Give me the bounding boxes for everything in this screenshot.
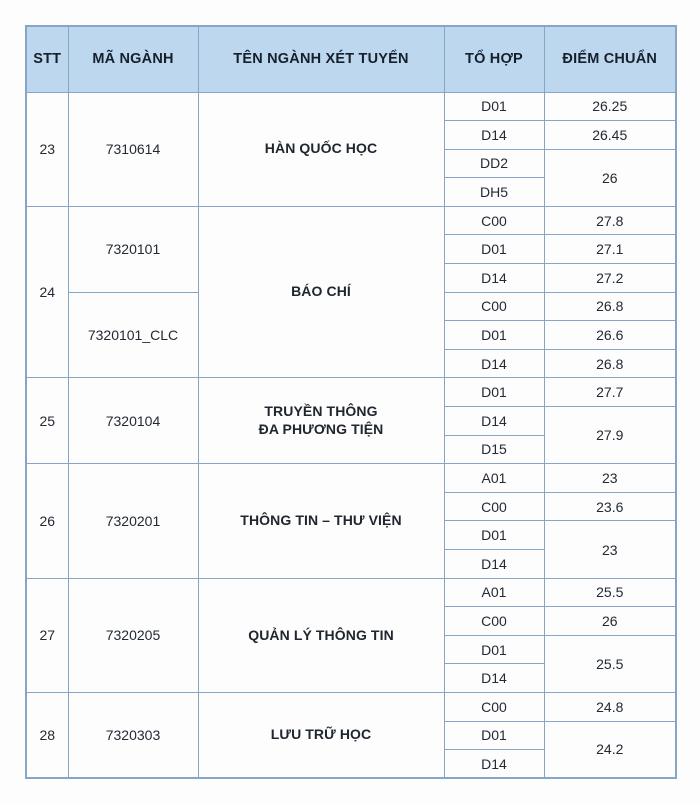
score-cell: 27.8 bbox=[543, 205, 677, 236]
stt-cell: 25 bbox=[25, 377, 69, 465]
table-row: DH5 bbox=[26, 177, 676, 207]
score-cell: 27.1 bbox=[543, 234, 677, 265]
combo-cell: D01 bbox=[443, 720, 545, 751]
table-row: 24 7320101 BÁO CHÍ C00 27.8 bbox=[25, 205, 677, 379]
combo-cell: C00 bbox=[443, 606, 545, 636]
table-row: C00 26 bbox=[26, 606, 677, 636]
major-name-cell: BÁO CHÍ bbox=[197, 205, 445, 379]
table-row: 7320101_CLC C00 26.8 bbox=[26, 291, 677, 379]
table-row: 23 7310614 HÀN QUỐC HỌC D01 26.25 bbox=[25, 91, 677, 207]
table-row: D14 bbox=[26, 549, 676, 579]
major-name-cell: TRUYỀN THÔNG ĐA PHƯƠNG TIỆN bbox=[197, 377, 445, 465]
table-row: D01 26.6 bbox=[26, 320, 677, 350]
stt-cell: 24 bbox=[25, 205, 69, 379]
table-row: D01 25.5 bbox=[26, 634, 677, 693]
combo-cell: D01 bbox=[443, 520, 545, 550]
major-code-cell: 7320303 bbox=[67, 691, 199, 779]
combo-cell: C00 bbox=[443, 691, 545, 722]
major-code-cell: 7310614 bbox=[67, 91, 199, 207]
combo-cell: D14 bbox=[443, 663, 545, 693]
score-cell: 26.8 bbox=[543, 348, 677, 379]
table-row: D14 bbox=[26, 749, 676, 779]
major-code-cell: 7320104 bbox=[67, 377, 199, 465]
header-row: STT MÃ NGÀNH TÊN NGÀNH XÉT TUYỂN TỔ HỢP … bbox=[25, 25, 677, 93]
combo-cell: A01 bbox=[443, 577, 545, 608]
score-cell: 23.6 bbox=[543, 491, 677, 522]
header-score: ĐIỂM CHUẨN bbox=[543, 25, 677, 93]
table-row: 25 7320104 TRUYỀN THÔNG ĐA PHƯƠNG TIỆN D… bbox=[25, 377, 677, 465]
table-row: 26 7320201 THÔNG TIN – THƯ VIỆN A01 23 bbox=[25, 463, 677, 579]
combo-cell: DD2 bbox=[443, 148, 545, 179]
header-combo: TỔ HỢP bbox=[443, 25, 545, 93]
score-cell: 26.25 bbox=[543, 91, 677, 122]
score-cell: 26 bbox=[543, 148, 677, 207]
combo-cell: DH5 bbox=[443, 177, 545, 207]
major-code-cell: 7320201 bbox=[67, 463, 199, 579]
score-cell: 26.8 bbox=[543, 291, 677, 322]
combo-cell: D14 bbox=[443, 549, 545, 579]
score-cell: 27.7 bbox=[543, 377, 677, 408]
combo-cell: D01 bbox=[443, 377, 545, 408]
table-row: C00 23.6 bbox=[26, 491, 677, 522]
major-name-cell: QUẢN LÝ THÔNG TIN bbox=[197, 577, 445, 693]
stt-cell: 23 bbox=[25, 91, 69, 207]
score-cell: 26.45 bbox=[543, 120, 677, 150]
combo-cell: D01 bbox=[443, 234, 545, 265]
score-cell: 23 bbox=[543, 463, 677, 493]
table-row: DD2 26 bbox=[26, 148, 677, 207]
major-name-cell: HÀN QUỐC HỌC bbox=[197, 91, 445, 207]
table-row: D14 26.45 bbox=[26, 120, 677, 150]
major-code-cell: 7320205 bbox=[67, 577, 199, 693]
combo-cell: C00 bbox=[443, 291, 545, 322]
combo-cell: D01 bbox=[443, 91, 545, 122]
score-cell: 27.9 bbox=[543, 406, 677, 465]
combo-cell: D14 bbox=[443, 406, 545, 436]
table-row: D01 27.1 bbox=[26, 234, 677, 265]
combo-cell: C00 bbox=[443, 205, 545, 236]
score-cell: 26.6 bbox=[543, 320, 677, 350]
major-name-cell: LƯU TRỮ HỌC bbox=[197, 691, 445, 779]
major-code-cell-clc: 7320101_CLC bbox=[67, 291, 199, 379]
score-cell: 26 bbox=[543, 606, 677, 636]
combo-cell: A01 bbox=[443, 463, 545, 493]
score-cell: 24.2 bbox=[543, 720, 677, 779]
combo-cell: D14 bbox=[443, 263, 545, 293]
table-row: D14 27.2 bbox=[26, 263, 677, 293]
score-cell: 25.5 bbox=[543, 634, 677, 693]
table-row: D14 26.8 bbox=[26, 348, 677, 379]
table-row: 28 7320303 LƯU TRỮ HỌC C00 24.8 bbox=[25, 691, 677, 779]
table-row: 27 7320205 QUẢN LÝ THÔNG TIN A01 25.5 bbox=[25, 577, 677, 693]
combo-cell: D14 bbox=[443, 348, 545, 379]
combo-cell: D14 bbox=[443, 749, 545, 779]
score-cell: 23 bbox=[543, 520, 677, 579]
table-row: D01 24.2 bbox=[26, 720, 677, 779]
major-code-cell: 7320101 bbox=[67, 205, 199, 293]
stt-cell: 27 bbox=[25, 577, 69, 693]
combo-cell: D15 bbox=[443, 434, 545, 465]
table-row: D01 23 bbox=[26, 520, 677, 579]
header-stt: STT bbox=[25, 25, 69, 93]
score-cell: 24.8 bbox=[543, 691, 677, 722]
combo-cell: C00 bbox=[443, 491, 545, 522]
header-major-code: MÃ NGÀNH bbox=[67, 25, 199, 93]
score-cell: 25.5 bbox=[543, 577, 677, 608]
combo-cell: D01 bbox=[443, 320, 545, 350]
table-row: D14 27.9 bbox=[26, 406, 677, 465]
stt-cell: 28 bbox=[25, 691, 69, 779]
combo-cell: D14 bbox=[443, 120, 545, 150]
major-name-cell: THÔNG TIN – THƯ VIỆN bbox=[197, 463, 445, 579]
admission-score-table: STT MÃ NGÀNH TÊN NGÀNH XÉT TUYỂN TỔ HỢP … bbox=[25, 25, 677, 780]
stt-cell: 26 bbox=[25, 463, 69, 579]
combo-cell: D01 bbox=[443, 634, 545, 665]
header-major-name: TÊN NGÀNH XÉT TUYỂN bbox=[197, 25, 445, 93]
score-cell: 27.2 bbox=[543, 263, 677, 293]
